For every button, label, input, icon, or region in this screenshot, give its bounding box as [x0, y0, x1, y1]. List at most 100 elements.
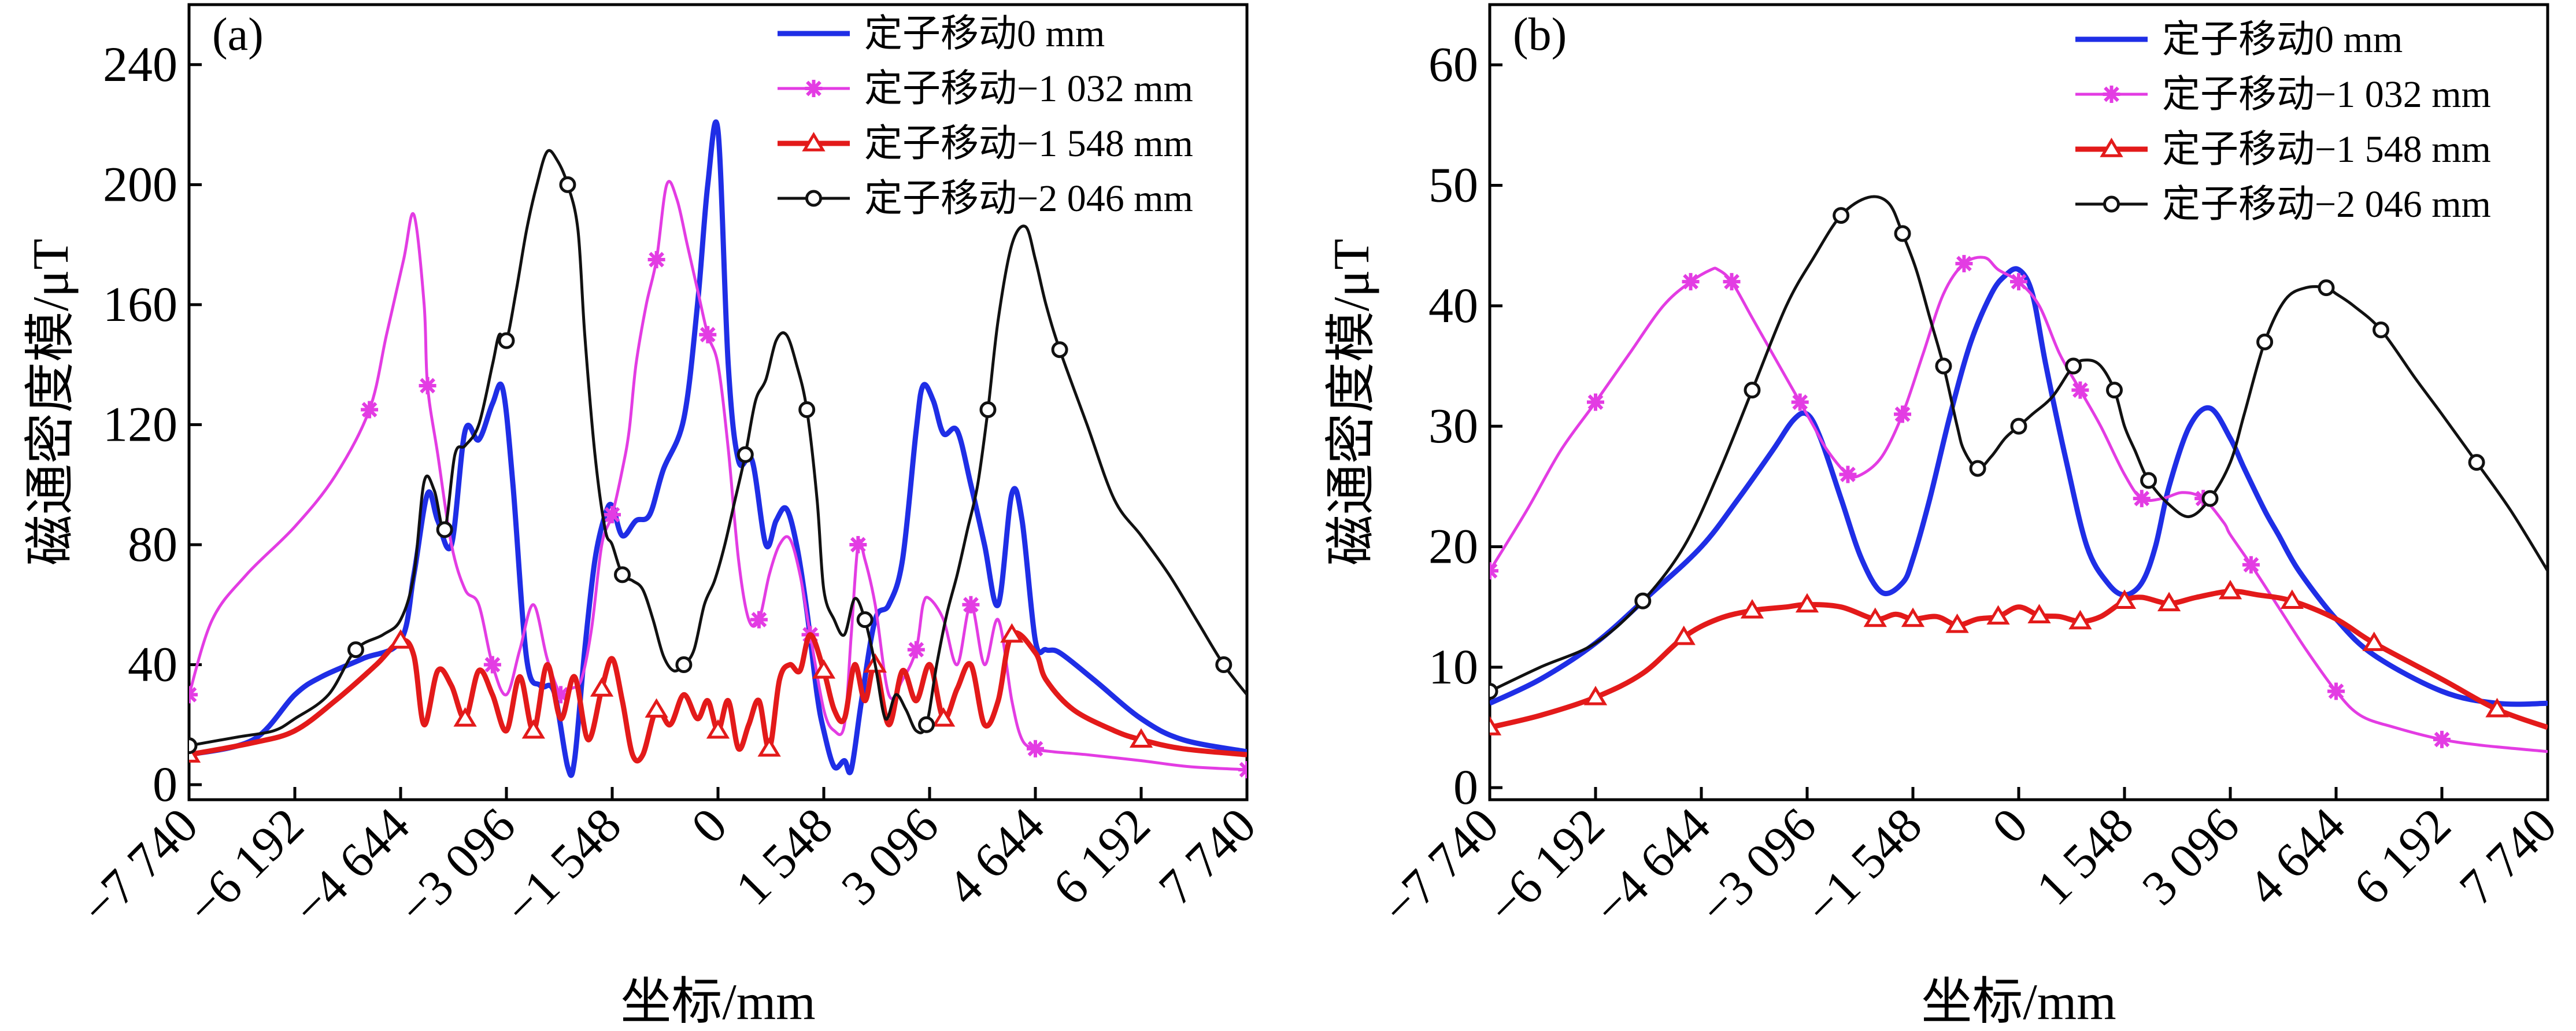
- x-tick-label: −7 740: [70, 797, 208, 936]
- legend: 定子移动0 mm 定子移动−1 032 mm 定子移动−1 548 mm 定子移动−2…: [2075, 19, 2491, 226]
- x-tick-label: 0: [1981, 797, 2038, 854]
- series-marker-3: [613, 566, 631, 583]
- series-marker-1: [962, 596, 980, 614]
- legend-label-3: 定子移动−2 046 mm: [864, 178, 1193, 220]
- series-marker-1: [2433, 730, 2451, 748]
- series-marker-1: [2242, 556, 2260, 574]
- series-marker-3: [736, 446, 754, 463]
- series-marker-3: [2256, 333, 2274, 350]
- series-marker-2: [2218, 579, 2242, 600]
- series-marker-1: [699, 326, 717, 343]
- series-marker-3: [798, 401, 816, 418]
- series-marker-2: [453, 707, 477, 727]
- series-marker-3: [675, 656, 693, 674]
- series-marker-1: [1839, 465, 1857, 483]
- series-marker-3: [1051, 341, 1068, 359]
- legend-marker-1: [805, 80, 823, 97]
- series-marker-3: [559, 176, 576, 193]
- x-tick-label: −6 192: [176, 797, 314, 936]
- x-tick-label: 3 096: [2131, 797, 2250, 916]
- series-marker-1: [1490, 562, 1498, 580]
- legend-label-3: 定子移动−2 046 mm: [2162, 183, 2491, 226]
- x-tick-label: 3 096: [831, 797, 949, 916]
- y-tick-label: 10: [1428, 639, 1478, 694]
- series-marker-3: [1744, 382, 1761, 399]
- y-tick-label: 240: [103, 36, 177, 92]
- x-tick-label: −4 644: [1582, 797, 1720, 936]
- x-tick-label: 6 192: [2343, 797, 2462, 916]
- series-marker-2: [2157, 592, 2181, 612]
- x-tick-label: −4 644: [282, 797, 420, 936]
- series-marker-2: [1740, 599, 1764, 619]
- series-marker-2: [388, 629, 413, 649]
- x-tick-label: −3 096: [387, 797, 525, 936]
- series-marker-3: [2201, 490, 2219, 507]
- x-axis-title: 坐标/mm: [620, 974, 815, 1030]
- y-tick-label: 40: [128, 637, 177, 692]
- x-tick-label: 7 740: [1148, 797, 1267, 916]
- x-tick-label: −1 548: [1794, 797, 1932, 936]
- legend-label-2: 定子移动−1 548 mm: [2162, 128, 2491, 171]
- series-marker-3: [2010, 417, 2027, 435]
- series-group: [1490, 195, 2548, 753]
- series-marker-1: [2327, 682, 2345, 700]
- series-marker-2: [1490, 716, 1502, 736]
- series-marker-2: [1986, 605, 2010, 625]
- series-marker-3: [2468, 454, 2485, 471]
- y-tick-label: 120: [103, 396, 177, 452]
- series-marker-2: [2280, 589, 2304, 609]
- series-marker-3: [1490, 683, 1498, 700]
- legend-marker-2: [2100, 138, 2123, 157]
- x-tick-label: 1 548: [2026, 797, 2144, 916]
- x-tick-label: 4 644: [2237, 797, 2356, 916]
- series-marker-3: [2065, 357, 2082, 375]
- series-marker-2: [1000, 623, 1024, 643]
- series-marker-1: [1894, 405, 1912, 423]
- y-axis-title: 磁通密度模/μT: [23, 239, 79, 566]
- series-marker-1: [1587, 393, 1604, 411]
- series-marker-2: [590, 677, 614, 697]
- y-tick-label: 160: [103, 276, 177, 332]
- x-tick-label: 0: [680, 797, 737, 854]
- legend-marker-3: [2103, 195, 2120, 213]
- y-tick-label: 0: [1453, 759, 1478, 815]
- series-marker-2: [1901, 607, 1925, 627]
- series-marker-3: [2106, 382, 2123, 399]
- series-marker-1: [750, 611, 768, 629]
- x-tick-label: 6 192: [1042, 797, 1161, 916]
- series-marker-2: [2485, 697, 2509, 718]
- y-tick-label: 200: [103, 156, 177, 212]
- series-marker-2: [1672, 625, 1696, 645]
- series-marker-3: [1969, 460, 1986, 477]
- series-marker-1: [647, 251, 665, 269]
- x-tick-label: −7 740: [1371, 797, 1509, 936]
- series-marker-3: [2373, 322, 2390, 338]
- series-marker-3: [2318, 279, 2335, 297]
- series-marker-1: [2133, 490, 2151, 508]
- legend-marker-3: [805, 190, 822, 207]
- series-marker-3: [1935, 357, 1952, 375]
- y-tick-label: 40: [1428, 278, 1478, 333]
- series-marker-3: [1894, 225, 1911, 242]
- legend-marker-2: [802, 132, 826, 151]
- series-marker-1: [483, 656, 501, 674]
- series-marker-2: [2027, 604, 2051, 623]
- y-tick-label: 80: [128, 516, 177, 572]
- series-line-3: [189, 149, 1247, 748]
- series-marker-2: [521, 719, 545, 739]
- series-marker-2: [645, 698, 668, 718]
- series-marker-2: [1129, 728, 1153, 748]
- x-tick-label: −3 096: [1688, 797, 1826, 936]
- series-marker-1: [907, 641, 925, 659]
- series-marker-1: [1682, 273, 1700, 291]
- series-marker-2: [1945, 614, 1969, 633]
- series-marker-3: [2140, 472, 2157, 489]
- series-marker-1: [1723, 273, 1741, 291]
- series-marker-1: [419, 376, 436, 394]
- series-marker-3: [436, 521, 453, 538]
- series-marker-1: [2071, 381, 2089, 399]
- x-tick-label: −1 548: [493, 797, 631, 936]
- series-marker-3: [856, 611, 874, 629]
